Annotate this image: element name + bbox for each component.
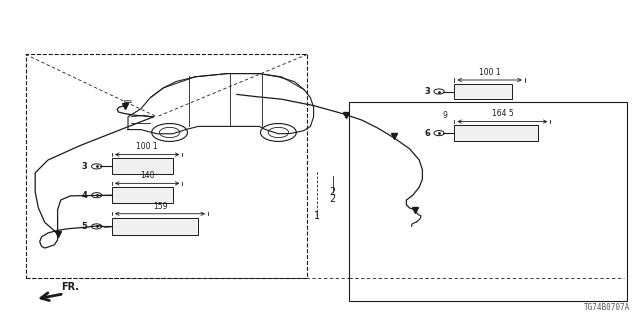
Text: 159: 159 (153, 202, 167, 211)
Text: 140: 140 (140, 171, 154, 180)
Text: 1: 1 (314, 211, 320, 221)
Bar (112, 187, 173, 203)
Text: 9: 9 (442, 111, 447, 120)
Text: 100 1: 100 1 (479, 68, 500, 77)
Bar (112, 158, 173, 174)
Text: 164 5: 164 5 (492, 109, 513, 118)
Text: 100 1: 100 1 (136, 142, 158, 151)
Text: TG74B0707A: TG74B0707A (584, 303, 630, 312)
Text: 6: 6 (424, 129, 430, 138)
Bar (454, 84, 512, 99)
Bar (454, 125, 538, 141)
Text: 4: 4 (82, 191, 88, 200)
Text: FR.: FR. (61, 282, 79, 292)
Bar (349, 102, 627, 301)
Text: 2: 2 (330, 194, 336, 204)
Text: 3: 3 (424, 87, 430, 96)
Text: 5: 5 (82, 222, 88, 231)
Text: 2: 2 (330, 187, 336, 197)
Text: 3: 3 (82, 162, 88, 171)
Bar (26, 54, 307, 278)
Bar (112, 218, 198, 235)
